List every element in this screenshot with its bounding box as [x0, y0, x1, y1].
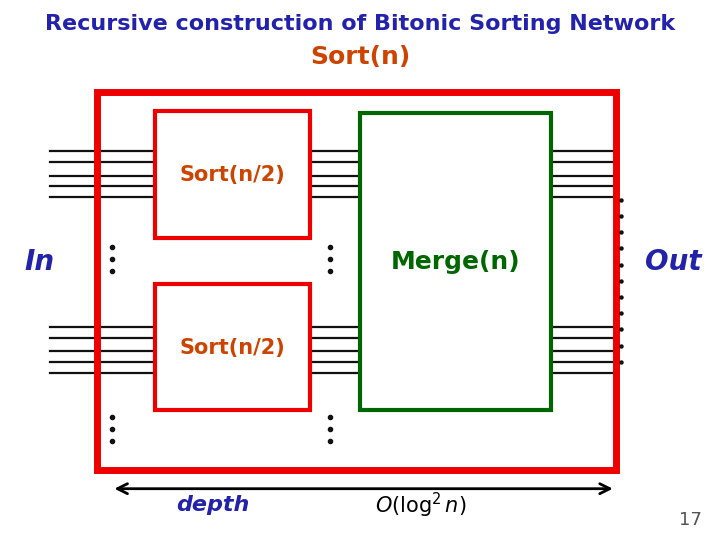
Text: Sort(n/2): Sort(n/2) [180, 165, 285, 186]
Text: In: In [24, 248, 55, 276]
Text: 17: 17 [679, 511, 702, 529]
Bar [97, 92, 616, 470]
Text: Merge(n): Merge(n) [391, 250, 521, 274]
Text: Recursive construction of Bitonic Sorting Network: Recursive construction of Bitonic Sortin… [45, 14, 675, 35]
Bar [360, 113, 551, 410]
Bar [155, 111, 310, 238]
Bar [155, 284, 310, 410]
Text: $O(\log^2 n)$: $O(\log^2 n)$ [375, 490, 467, 519]
Text: Sort(n): Sort(n) [310, 45, 410, 69]
Text: Out: Out [645, 248, 701, 276]
Text: Sort(n/2): Sort(n/2) [180, 338, 285, 359]
Text: depth: depth [176, 495, 249, 515]
